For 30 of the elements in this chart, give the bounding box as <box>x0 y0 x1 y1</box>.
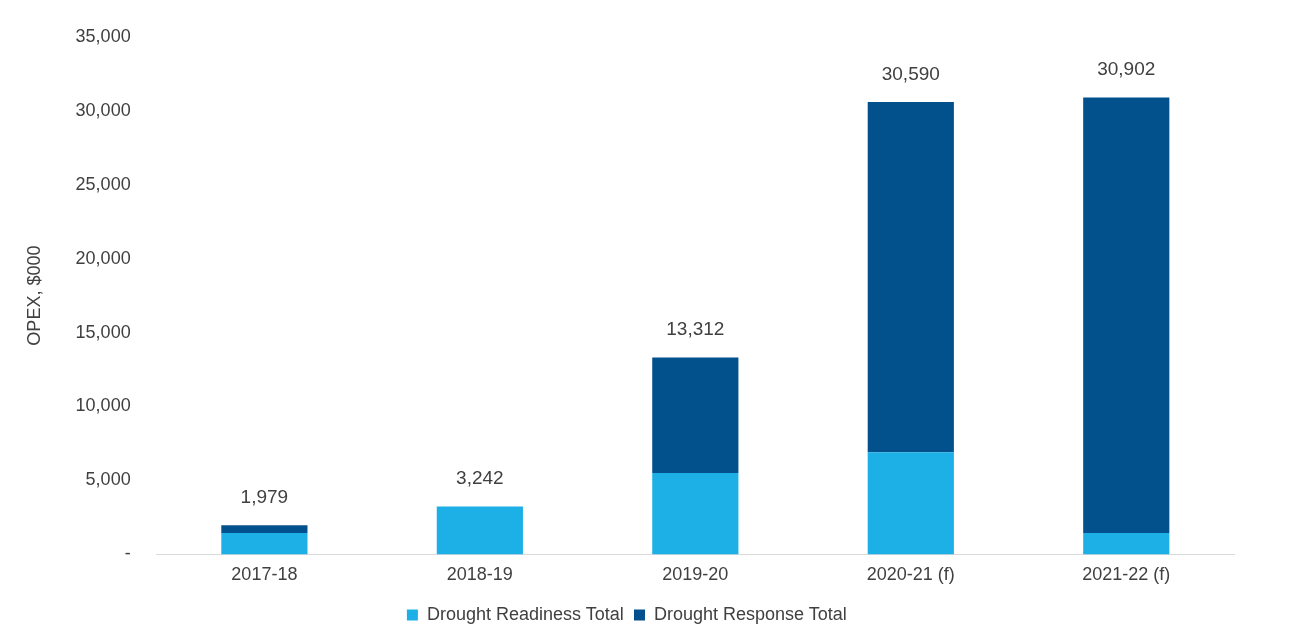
y-tick-label: 15,000 <box>75 321 131 342</box>
total-label: 30,590 <box>881 62 940 84</box>
y-tick-label: 30,000 <box>75 99 131 120</box>
bar <box>436 506 523 555</box>
x-tick-label: 2019-20 <box>662 564 729 585</box>
x-tick-label: 2017-18 <box>231 564 298 585</box>
x-tick-label: 2021-22 (f) <box>1082 564 1171 585</box>
bar <box>867 452 954 555</box>
bar <box>867 102 954 453</box>
total-label: 30,902 <box>1097 58 1156 80</box>
legend-label: Drought Readiness Total <box>426 603 624 624</box>
total-label: 13,312 <box>666 318 725 340</box>
y-tick-label: 20,000 <box>75 247 131 268</box>
y-axis-title: OPEX, $000 <box>23 245 44 346</box>
total-label: 1,979 <box>240 485 289 507</box>
bar <box>221 532 308 555</box>
bar <box>652 357 739 474</box>
bar <box>1083 532 1170 555</box>
y-tick-label: 5,000 <box>85 469 131 490</box>
total-label: 3,242 <box>456 467 504 489</box>
bar <box>221 525 308 533</box>
y-tick-label: 35,000 <box>75 25 131 46</box>
y-tick-label: 10,000 <box>75 395 131 416</box>
y-tick-label: - <box>124 543 131 564</box>
y-tick-label: 25,000 <box>75 173 131 194</box>
legend-label: Drought Response Total <box>654 603 847 624</box>
bar <box>1083 97 1170 533</box>
x-tick-label: 2020-21 (f) <box>866 564 955 585</box>
bar <box>652 473 739 555</box>
x-tick-label: 2018-19 <box>446 564 513 585</box>
